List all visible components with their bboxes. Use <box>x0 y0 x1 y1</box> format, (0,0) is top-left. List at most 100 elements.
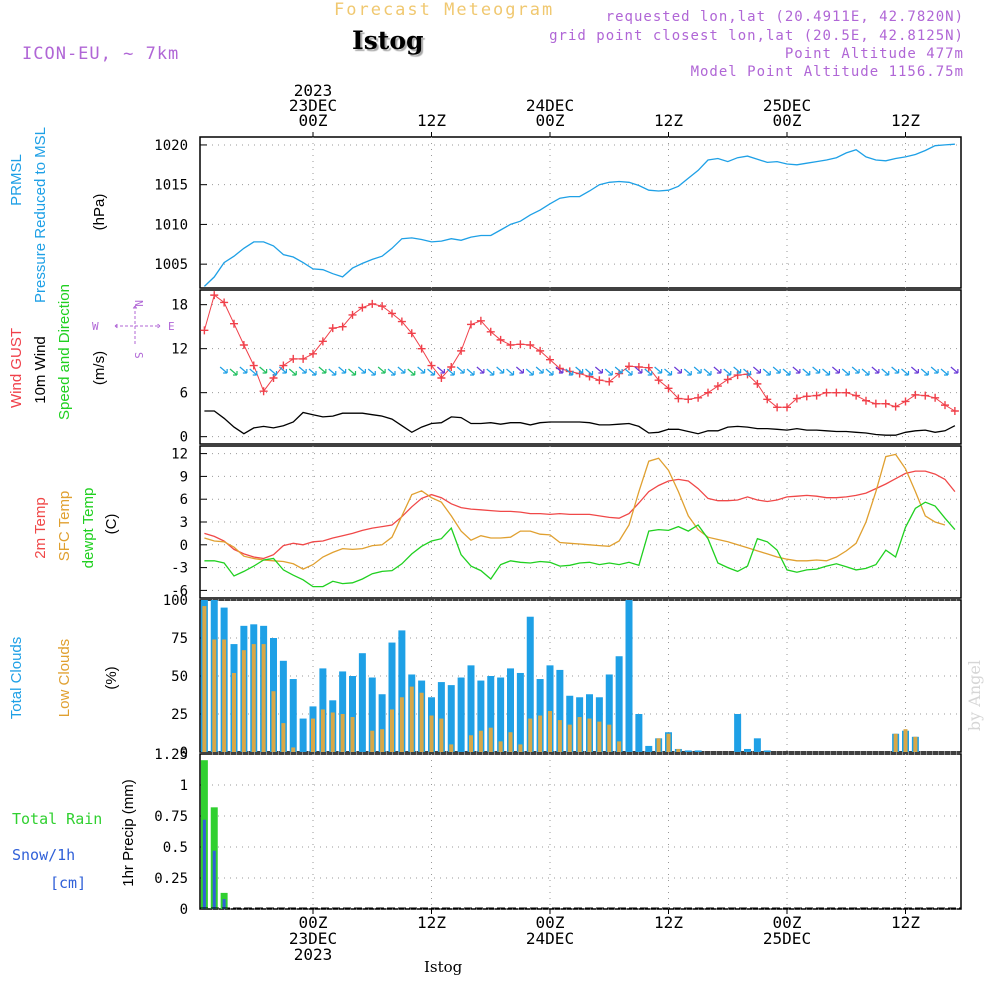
gust-marker <box>378 302 387 311</box>
total-clouds-label: Total Clouds <box>8 637 25 720</box>
wind-direction-arrow <box>585 368 594 376</box>
gust-marker <box>723 375 732 384</box>
gust-marker <box>486 327 495 336</box>
wind-direction-arrow <box>456 366 465 374</box>
wind-direction-arrow <box>545 368 554 376</box>
y-tick-label: 6 <box>180 386 188 402</box>
y-tick-label: 0 <box>180 430 188 446</box>
low-cloud-bar <box>251 644 256 752</box>
gust-marker <box>338 322 347 331</box>
wind-direction-arrow <box>693 366 702 374</box>
y-tick-label: 12 <box>171 447 188 463</box>
gust-marker <box>526 341 535 349</box>
wind-direction-arrow <box>762 368 771 376</box>
gust-marker <box>309 349 317 358</box>
gust-marker <box>891 402 900 411</box>
gust-marker <box>437 374 446 382</box>
wind-direction-arrow <box>387 368 396 376</box>
gust-marker <box>417 344 426 353</box>
low-cloud-bar <box>656 738 661 752</box>
low-cloud-bar <box>488 727 493 752</box>
low-cloud-bar <box>676 748 681 752</box>
x-tick-label-top: 12Z <box>891 111 920 130</box>
y-tick-label: 12 <box>171 342 188 358</box>
total-cloud-bar <box>507 668 514 752</box>
x-tick-label-bottom: 12Z <box>654 913 683 932</box>
gust-marker <box>625 362 633 371</box>
low-cloud-bar <box>281 723 286 752</box>
x-tick-label-bottom: 24DEC <box>526 929 574 948</box>
low-cloud-bar <box>271 691 276 752</box>
wind-direction-arrow <box>377 366 386 374</box>
wind-direction-arrow <box>436 366 445 374</box>
gust-marker <box>694 393 703 402</box>
gust-marker <box>911 390 920 399</box>
gust-marker <box>506 341 515 349</box>
gust-marker <box>822 388 831 397</box>
y-tick-label: -3 <box>171 561 188 577</box>
x-tick-label-bottom: 00Z <box>536 913 565 932</box>
wind-direction-arrow <box>831 366 840 374</box>
total-cloud-bar <box>349 676 356 752</box>
wind-direction-arrow <box>318 366 327 374</box>
gust-marker <box>368 299 377 308</box>
y-tick-label: 1020 <box>154 138 188 154</box>
gust-marker <box>546 355 554 364</box>
gust-marker <box>328 324 337 333</box>
y-tick-label: 0 <box>180 902 188 918</box>
wind-direction-arrow <box>259 366 268 374</box>
gust-marker <box>299 354 308 363</box>
wind-direction-arrow <box>772 366 781 374</box>
sfc-temp-label: SFC Temp <box>56 491 73 562</box>
gust-marker <box>753 379 762 388</box>
gust-marker <box>496 335 505 344</box>
gust-marker <box>644 363 653 372</box>
x-tick-label-bottom: 12Z <box>891 913 920 932</box>
y-tick-label: 1015 <box>154 178 188 194</box>
wind-direction-arrow <box>466 368 475 376</box>
y-tick-label: 1 <box>180 778 188 794</box>
temp-line-2 <box>204 501 956 588</box>
low-clouds-label: Low Clouds <box>56 639 73 717</box>
gust-marker <box>289 354 298 363</box>
wind-direction-arrow <box>328 368 337 376</box>
x-tick-label-bottom: 00Z <box>299 913 328 932</box>
low-cloud-bar <box>429 715 434 752</box>
low-cloud-bar <box>478 730 483 752</box>
compass-n: N <box>132 300 145 307</box>
x-tick-label-bottom: 23DEC <box>289 929 337 948</box>
gust-marker <box>388 309 396 318</box>
y-tick-label: 0.75 <box>154 809 188 825</box>
gust-marker <box>931 393 940 402</box>
wind-direction-arrow <box>219 366 228 374</box>
wind-direction-arrow <box>703 368 712 376</box>
pressure-unit: (hPa) <box>91 194 108 231</box>
gust-marker <box>881 399 890 408</box>
y-tick-label: 18 <box>171 298 188 314</box>
panel-frame-precip <box>199 753 962 910</box>
chart-title: Forecast Meteogram <box>334 0 555 20</box>
wind-direction-arrow <box>782 368 791 376</box>
clouds-unit: (%) <box>103 666 120 689</box>
wind-direction-arrow <box>743 368 752 376</box>
gust-line <box>203 294 956 412</box>
wind-direction-arrow <box>901 368 910 376</box>
wind-direction-arrow <box>476 366 485 374</box>
gust-marker <box>674 394 683 403</box>
total-cloud-bar <box>289 679 297 752</box>
total-cloud-bar <box>734 714 742 752</box>
snow-label: Snow/1h <box>12 846 75 864</box>
x-tick-label-bottom: 12Z <box>417 913 446 932</box>
total-cloud-bar <box>497 677 505 752</box>
y-tick-label: 75 <box>171 631 188 647</box>
footer-station: Istog <box>424 958 463 976</box>
gust-marker <box>664 384 673 393</box>
low-cloud-bar <box>577 717 582 752</box>
pressure-label-2: Pressure Reduced to MSL <box>32 127 49 303</box>
total-cloud-bar <box>516 672 524 752</box>
model-altitude: Model Point Altitude 1156.75m <box>690 64 964 80</box>
wind-direction-arrow <box>950 366 959 374</box>
precip-axis-label: 1hr Precip (mm) <box>120 779 137 887</box>
wind-direction-arrow <box>930 366 939 374</box>
wind-direction-arrow <box>910 366 919 374</box>
